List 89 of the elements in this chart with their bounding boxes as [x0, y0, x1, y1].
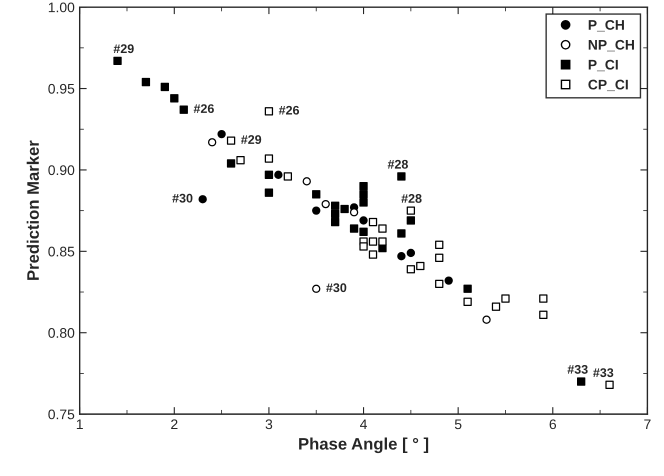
point [226, 159, 236, 168]
point [359, 216, 368, 225]
point [264, 154, 274, 163]
point [312, 190, 320, 199]
point [264, 170, 274, 179]
point [378, 224, 387, 233]
annotation: #28 [401, 194, 422, 203]
point [170, 94, 178, 102]
point [378, 237, 387, 246]
point [539, 310, 548, 319]
y-tick-label: 0.80 [48, 328, 74, 338]
point [463, 284, 472, 293]
point [501, 294, 510, 303]
annotation: #29 [114, 44, 134, 54]
y-tick-label: 1.00 [48, 2, 74, 12]
annotation: #33 [567, 364, 588, 374]
point [217, 130, 226, 138]
point [208, 138, 216, 146]
point [539, 294, 548, 303]
legend-label: P_CI [588, 60, 618, 72]
annotation: #30 [326, 283, 346, 292]
point [302, 177, 311, 186]
point [577, 377, 586, 386]
point [284, 172, 292, 181]
annotation: #29 [241, 135, 262, 144]
point [397, 252, 406, 260]
point [368, 250, 378, 259]
point [368, 218, 378, 226]
annotation: #33 [593, 368, 614, 378]
x-tick-label: 6 [550, 419, 556, 430]
point [416, 262, 424, 270]
point [359, 198, 368, 207]
point [274, 170, 283, 179]
x-tick-label: 1 [76, 419, 83, 430]
point [312, 284, 320, 293]
x-tick-label: 4 [360, 419, 367, 430]
point [322, 200, 330, 208]
point [397, 229, 406, 238]
point [180, 106, 188, 114]
point [368, 237, 378, 246]
point [482, 316, 491, 324]
legend-label: NP_CH [588, 40, 634, 52]
point [160, 82, 170, 92]
point [330, 210, 340, 218]
annotation: #30 [172, 194, 192, 203]
point [435, 240, 444, 249]
point [264, 107, 274, 116]
point [330, 218, 340, 226]
point [350, 224, 358, 233]
point [142, 78, 150, 86]
x-tick-label: 2 [171, 419, 178, 430]
point [359, 182, 368, 190]
y-tick-label: 0.85 [48, 246, 74, 256]
annotation: #26 [278, 106, 300, 115]
point [406, 248, 416, 258]
point [359, 242, 368, 251]
point [350, 208, 358, 216]
point [312, 206, 320, 215]
point [359, 228, 368, 236]
y-tick-label: 0.75 [48, 409, 74, 420]
x-tick-label: 7 [644, 419, 651, 430]
y-axis-title: Prediction Marker [26, 140, 39, 280]
point [340, 204, 349, 214]
point [406, 216, 416, 225]
point [113, 56, 122, 66]
point [492, 302, 500, 311]
point [236, 156, 245, 164]
y-tick-label: 0.95 [48, 84, 74, 94]
legend-label: P_CH [588, 20, 624, 32]
x-tick-label: 3 [266, 419, 272, 430]
point [463, 298, 472, 306]
point [435, 254, 444, 262]
y-tick-label: 0.90 [48, 165, 74, 176]
point [435, 280, 444, 288]
x-axis-title: Phase Angle [ ° ] [299, 437, 428, 454]
point [330, 202, 340, 210]
annotation: #28 [388, 160, 408, 169]
point [444, 276, 453, 285]
point [605, 380, 614, 389]
point [198, 195, 207, 204]
point [406, 206, 416, 215]
point [226, 136, 236, 145]
point [406, 265, 416, 274]
point [264, 188, 274, 197]
x-tick-label: 5 [454, 419, 462, 430]
legend-label: CP_CI [588, 80, 628, 92]
point [359, 190, 368, 199]
point [397, 172, 406, 181]
annotation: #26 [194, 104, 214, 114]
